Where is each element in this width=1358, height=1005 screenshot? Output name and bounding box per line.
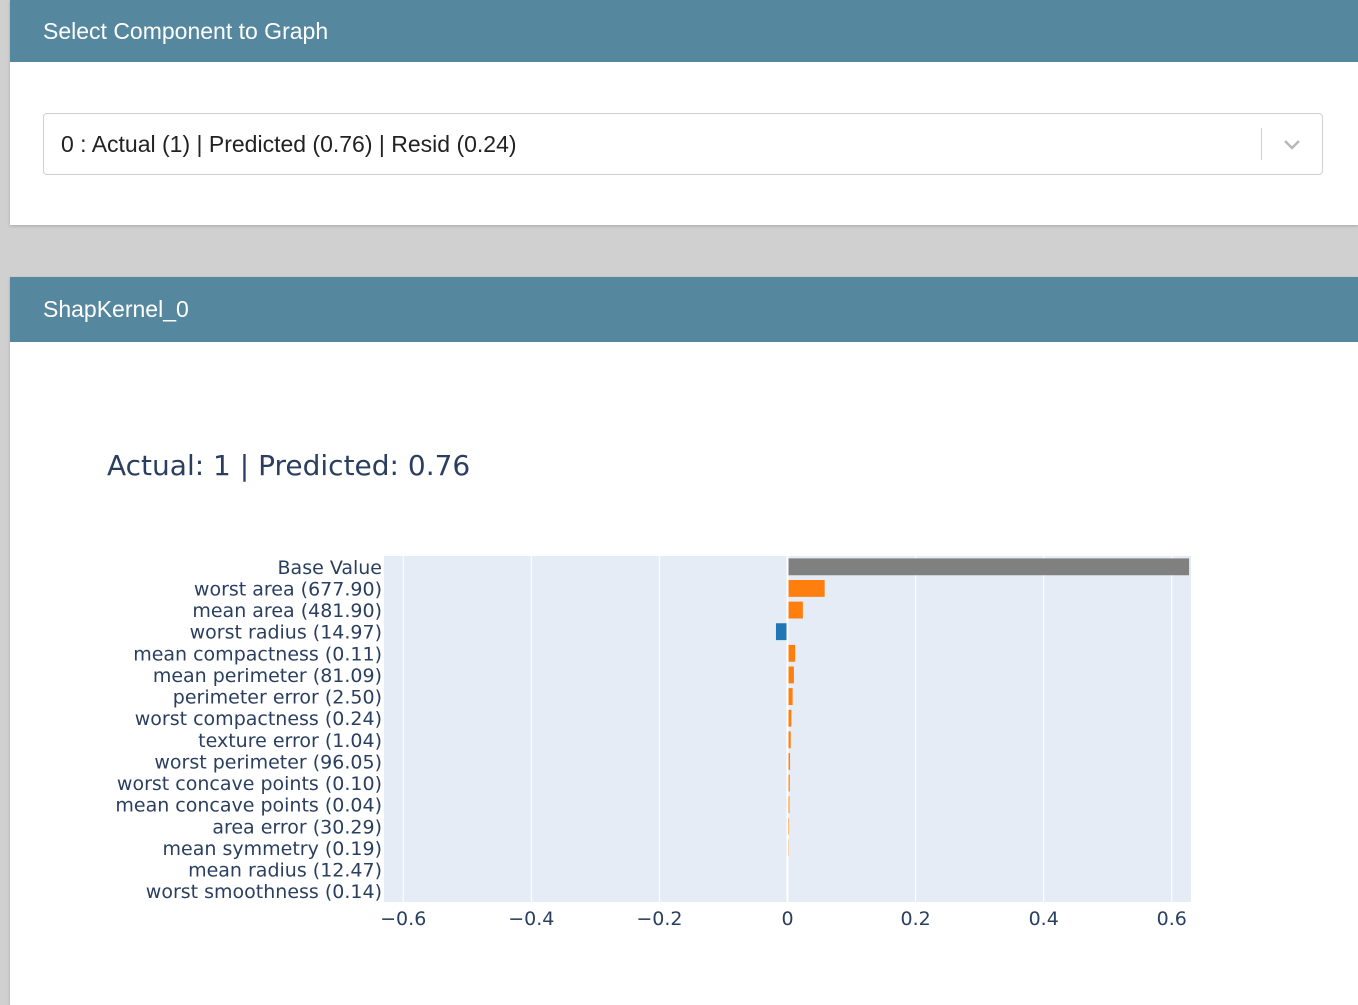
bar-1 [787,580,825,597]
y-tick-label: worst radius (14.97) [190,622,382,644]
bar-base-value [787,558,1190,576]
y-tick-label: worst perimeter (96.05) [154,751,382,773]
y-tick-label: worst area (677.90) [194,578,382,600]
component-select[interactable]: 0 : Actual (1) | Predicted (0.76) | Resi… [43,113,1323,175]
bar-2 [787,601,803,619]
x-tick-label: −0.2 [636,908,682,930]
bar-5 [787,666,794,684]
y-tick-label: worst concave points (0.10) [117,773,382,795]
select-separator [1261,128,1262,160]
x-tick-label: 0 [781,908,793,930]
selector-card-title: Select Component to Graph [10,0,1358,62]
x-tick-label: 0.2 [900,908,930,930]
y-tick-label: Base Value [278,557,382,579]
bar-3 [775,623,788,641]
x-tick-label: −0.6 [380,908,426,930]
bar-8 [787,731,791,749]
bar-6 [787,688,793,705]
y-tick-label: texture error (1.04) [198,730,382,752]
x-tick-label: −0.4 [508,908,554,930]
y-tick-label: mean concave points (0.04) [115,795,382,817]
y-tick-label: perimeter error (2.50) [173,687,382,709]
y-tick-label: worst compactness (0.24) [135,708,382,730]
chart-title: Actual: 1 | Predicted: 0.76 [107,449,470,482]
chevron-down-icon[interactable] [1280,132,1304,156]
y-tick-label: worst smoothness (0.14) [146,881,382,903]
bar-7 [787,709,792,727]
bar-10 [787,774,790,792]
bar-9 [787,753,791,770]
y-tick-label: area error (30.29) [212,816,382,838]
bar-4 [787,644,796,662]
chart-card-title: ShapKernel_0 [10,277,1358,342]
y-tick-label: mean perimeter (81.09) [153,665,382,687]
x-tick-label: 0.6 [1157,908,1187,930]
y-tick-label: mean area (481.90) [192,600,382,622]
chart-card: ShapKernel_0 Actual: 1 | Predicted: 0.76… [10,277,1358,1005]
x-tick-label: 0.4 [1029,908,1059,930]
component-select-value: 0 : Actual (1) | Predicted (0.76) | Resi… [61,131,517,157]
selector-card: Select Component to Graph 0 : Actual (1)… [10,0,1358,225]
y-tick-label: mean compactness (0.11) [133,643,382,665]
y-tick-label: mean symmetry (0.19) [163,838,382,860]
y-tick-label: mean radius (12.47) [188,860,382,882]
